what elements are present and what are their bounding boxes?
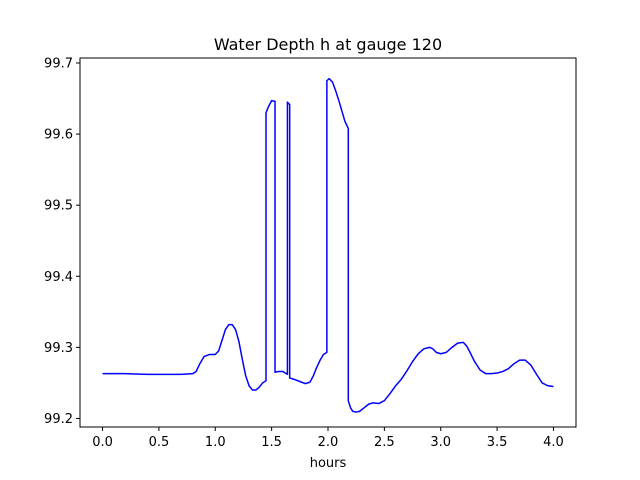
x-tick-label: 2.0	[318, 435, 339, 450]
y-tick-label: 99.4	[44, 270, 73, 285]
x-tick-label: 0.5	[149, 435, 170, 450]
y-tick-label: 99.3	[44, 341, 73, 356]
x-tick-label: 3.5	[487, 435, 508, 450]
y-tick-label: 99.7	[44, 56, 73, 71]
series-line-0	[102, 77, 554, 413]
x-tick-label: 0.0	[92, 435, 113, 450]
chart-title: Water Depth h at gauge 120	[214, 35, 442, 54]
x-tick-label: 2.5	[374, 435, 395, 450]
plot-area	[102, 77, 554, 413]
x-tick-label: 4.0	[543, 435, 564, 450]
x-axis-label: hours	[310, 456, 347, 471]
x-tick-label: 1.0	[205, 435, 226, 450]
x-tick-label: 1.5	[261, 435, 282, 450]
x-tick-label: 3.0	[430, 435, 451, 450]
y-tick-label: 99.6	[44, 128, 73, 143]
axes: 0.0 0.5 1.0 1.5 2.0 2.5 3.0 3.5 4.0 99.2 99.3 99.4 9…	[44, 56, 577, 450]
y-tick-label: 99.2	[44, 412, 73, 427]
y-tick-label: 99.5	[44, 199, 73, 214]
